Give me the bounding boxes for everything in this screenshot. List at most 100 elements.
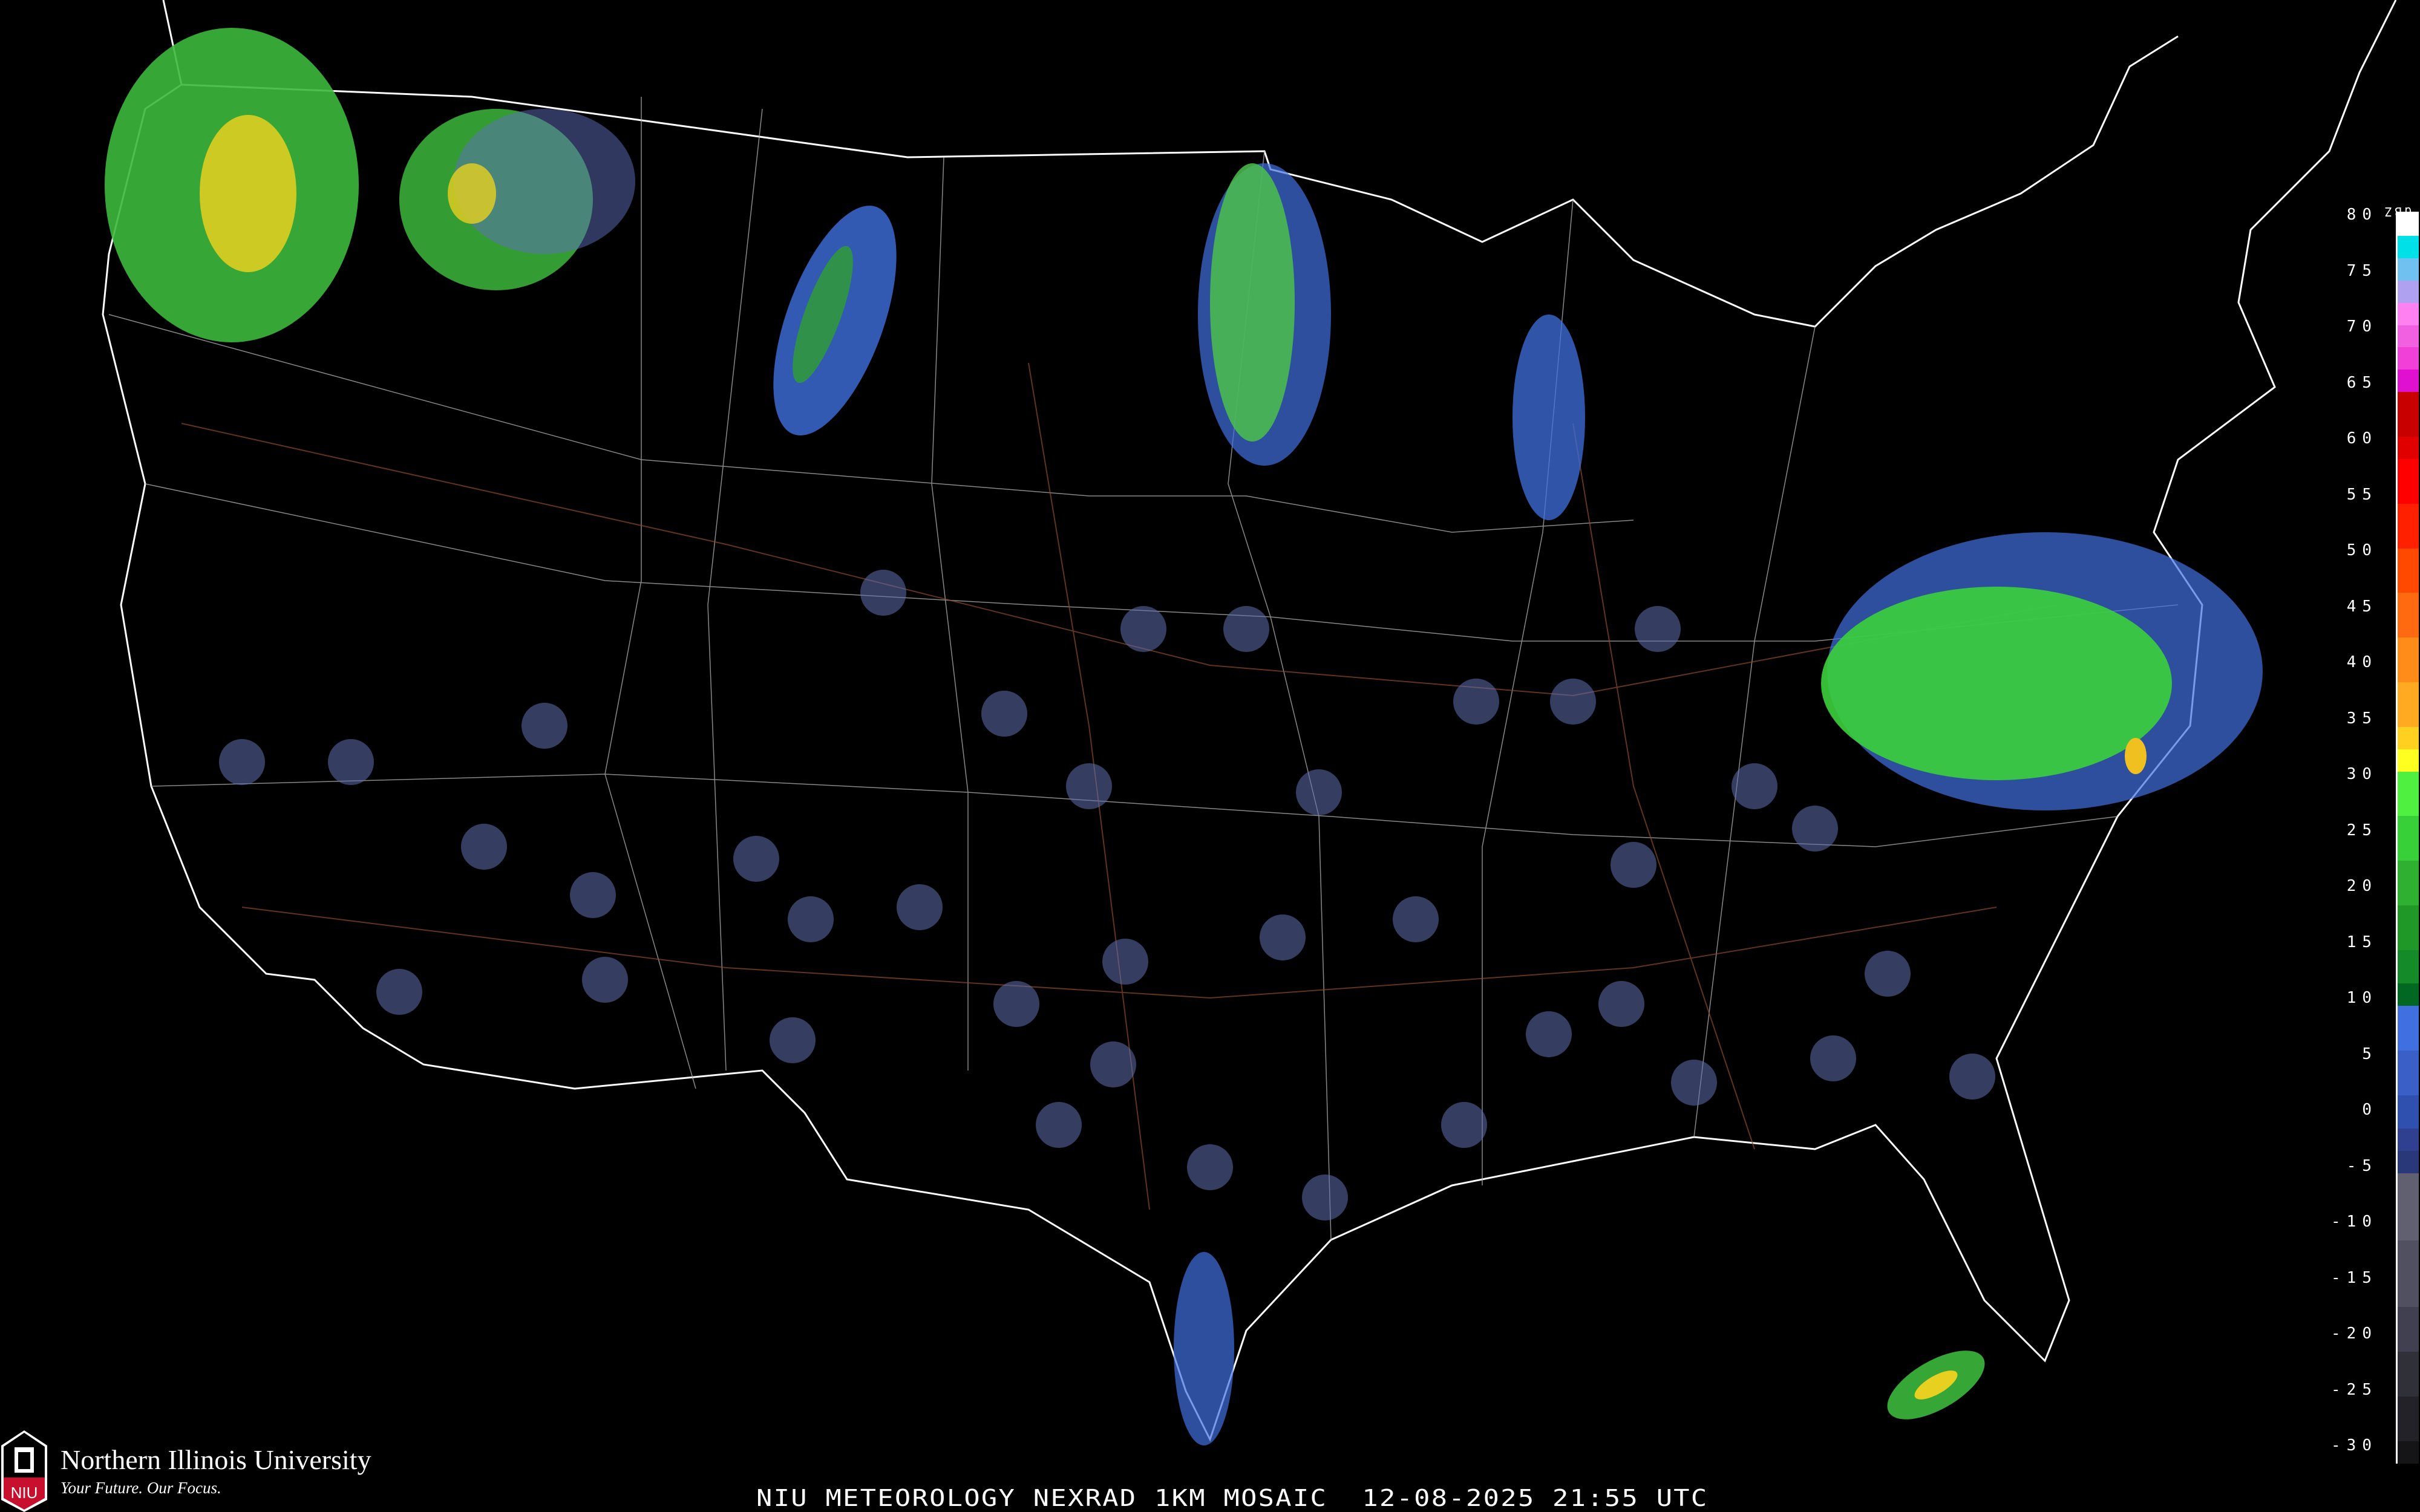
colorbar-segment (2398, 1173, 2419, 1240)
colorbar-tick-label: -5 (2346, 1156, 2378, 1175)
colorbar-segment (2398, 1441, 2419, 1464)
echo-montana-core (793, 246, 853, 383)
colorbar-segment (2398, 503, 2419, 549)
echo-texas-coast (1174, 1252, 1234, 1445)
radar-site-echo (1223, 606, 1269, 652)
radar-site-echo (1441, 1102, 1487, 1148)
university-tagline: Your Future. Our Focus. (60, 1479, 221, 1497)
colorbar-segment (2398, 816, 2419, 861)
colorbar-segment (2398, 347, 2419, 370)
colorbar-segment (2398, 682, 2419, 727)
colorbar-tick-label: 60 (2346, 429, 2378, 448)
colorbar-tick-label: 50 (2346, 541, 2378, 559)
radar-site-echo (1526, 1011, 1572, 1057)
colorbar-tick-label: 80 (2346, 206, 2378, 224)
colorbar-tick-label: -25 (2331, 1380, 2378, 1399)
radar-echoes (105, 28, 2263, 1445)
colorbar-segment (2398, 1307, 2419, 1352)
colorbar-segment (2398, 235, 2419, 258)
radar-site-echo (1187, 1144, 1233, 1190)
radar-site-echo (1393, 896, 1439, 942)
niu-shield-icon: NIU (1, 1430, 47, 1512)
echo-idaho-montana-halo (454, 109, 635, 254)
radar-site-echo (219, 739, 265, 785)
radar-site-echo (522, 703, 567, 749)
radar-site-echo (1671, 1060, 1717, 1106)
radar-site-echo (1810, 1035, 1856, 1081)
colorbar-segment (2398, 548, 2419, 593)
colorbar-segment (2398, 1050, 2419, 1095)
radar-site-echo (1036, 1102, 1082, 1148)
reflectivity-colorbar (2396, 212, 2419, 1464)
colorbar-tick-label: -20 (2331, 1325, 2378, 1343)
colorbar-segment (2398, 1240, 2419, 1308)
colorbar-segment (2398, 950, 2419, 984)
radar-site-echo (1120, 606, 1166, 652)
colorbar-segment (2398, 258, 2419, 281)
colorbar-segment (2398, 593, 2419, 638)
colorbar-segment (2398, 280, 2419, 303)
radar-site-clutter (219, 570, 1995, 1220)
colorbar-segment (2398, 325, 2419, 348)
radar-site-echo (1090, 1041, 1136, 1087)
niu-logo: NIU Northern Illinois University Your Fu… (0, 1430, 484, 1512)
radar-site-echo (733, 836, 779, 882)
echo-idaho-montana-core (448, 163, 496, 224)
radar-site-echo (860, 570, 906, 616)
colorbar-segment (2398, 905, 2419, 950)
echo-mid-atlantic-core (2125, 738, 2147, 774)
colorbar-tick-label: 35 (2346, 709, 2378, 728)
radar-site-echo (981, 691, 1027, 737)
colorbar-segment (2398, 370, 2419, 393)
radar-site-echo (897, 884, 943, 930)
radar-site-echo (1865, 951, 1911, 997)
colorbar-segment (2398, 1352, 2419, 1397)
radar-site-echo (1066, 763, 1112, 809)
colorbar-segment (2398, 392, 2419, 437)
echo-washington-core (200, 115, 296, 272)
colorbar-tick-label: -10 (2331, 1213, 2378, 1231)
radar-site-echo (1296, 769, 1342, 815)
colorbar-segment (2398, 749, 2419, 772)
radar-site-echo (1102, 939, 1148, 985)
radar-site-echo (1949, 1054, 1995, 1100)
svg-text:NIU: NIU (11, 1484, 38, 1502)
colorbar-segment (2398, 1129, 2419, 1152)
colorbar-tick-label: 15 (2346, 933, 2378, 951)
radar-site-echo (1598, 981, 1644, 1027)
colorbar-tick-label: -30 (2331, 1436, 2378, 1455)
radar-site-echo (993, 981, 1039, 1027)
radar-site-echo (1260, 914, 1306, 960)
radar-site-echo (328, 739, 374, 785)
colorbar-segment (2398, 302, 2419, 325)
echo-south-florida-core (1914, 1370, 1958, 1400)
colorbar-segment (2398, 213, 2419, 236)
echo-lake-michigan (1512, 314, 1585, 520)
colorbar-tick-label: 65 (2346, 373, 2378, 392)
radar-site-echo (1732, 763, 1777, 809)
colorbar-tick-label: 45 (2346, 597, 2378, 616)
radar-site-echo (770, 1017, 816, 1063)
radar-site-echo (1550, 679, 1596, 725)
echo-minnesota (1210, 163, 1295, 442)
colorbar-tick-label: 25 (2346, 821, 2378, 839)
colorbar-tick-label: 10 (2346, 989, 2378, 1007)
colorbar-tick-label: 30 (2346, 765, 2378, 783)
colorbar-tick-label: 5 (2362, 1044, 2378, 1063)
colorbar-tick-label: 75 (2346, 261, 2378, 280)
radar-site-echo (376, 969, 422, 1015)
colorbar-tick-label: 20 (2346, 877, 2378, 895)
radar-site-echo (570, 872, 616, 918)
map-title: NIU METEOROLOGY NEXRAD 1KM MOSAIC 12-08-… (756, 1485, 1709, 1511)
colorbar-tick-label: 40 (2346, 653, 2378, 671)
university-name: Northern Illinois University (60, 1444, 371, 1475)
colorbar-segment (2398, 983, 2419, 1006)
radar-site-echo (1302, 1175, 1348, 1220)
colorbar-segment (2398, 1151, 2419, 1173)
echo-mid-atlantic (1821, 587, 2172, 780)
colorbar-tick-label: 55 (2346, 485, 2378, 504)
colorbar-segment (2398, 771, 2419, 816)
colorbar-tick-label: 0 (2362, 1101, 2378, 1119)
colorbar-segment (2398, 1396, 2419, 1441)
